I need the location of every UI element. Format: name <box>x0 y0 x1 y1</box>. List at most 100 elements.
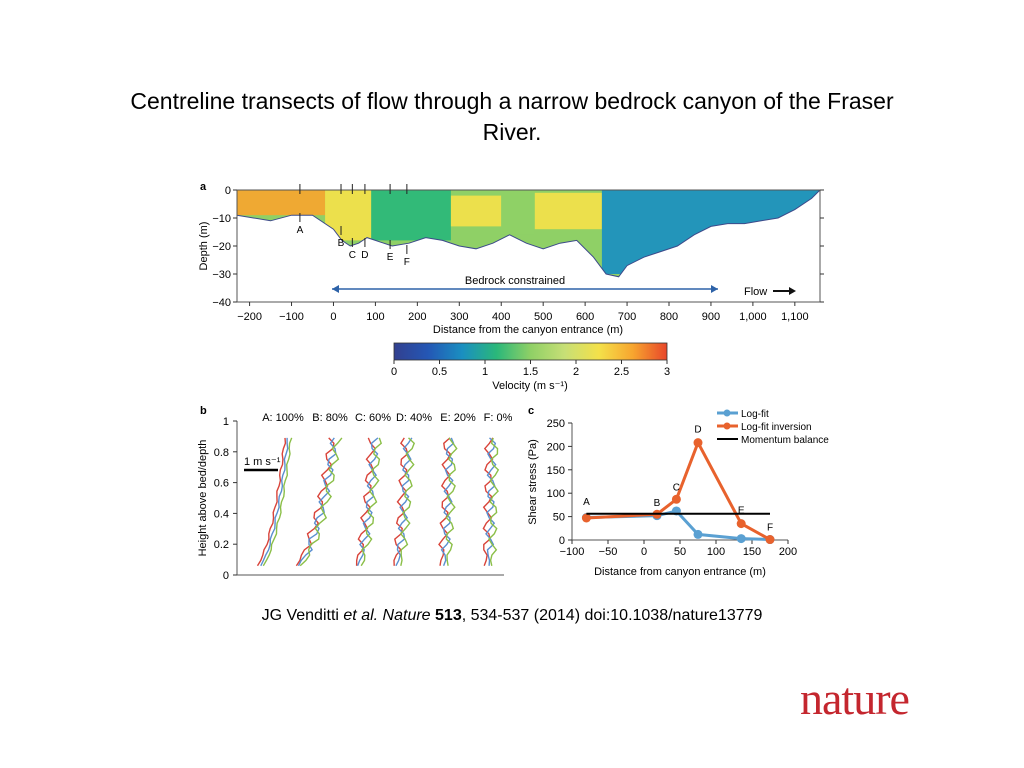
y-tick-label: −40 <box>212 297 231 309</box>
y-tick-label: 250 <box>547 418 565 430</box>
y-tick-label: 0.2 <box>214 539 229 551</box>
x-tick-label: −100 <box>279 311 304 323</box>
bedrock-arrow-left-head <box>332 285 339 293</box>
panel-c-ticks: −100 −50 0 50 100 150 200 0 50 100 150 200 250 <box>547 418 798 558</box>
bedrock-annotation: Bedrock constrained <box>332 275 718 293</box>
x-tick-label: 150 <box>743 546 761 558</box>
column-label: D: 40% <box>396 412 432 424</box>
y-tick-label: −10 <box>212 213 231 225</box>
nature-logo: nature <box>800 673 910 724</box>
panel-b-y-label: Height above bed/depth <box>197 440 209 557</box>
velocity-profile-line <box>355 437 377 566</box>
x-tick-label: 1,000 <box>739 311 767 323</box>
y-tick-label: 0 <box>225 185 231 197</box>
legend-label: Momentum balance <box>741 435 829 446</box>
y-tick-label: 0.6 <box>214 478 229 490</box>
citation-journal: et al. Nature <box>343 607 431 624</box>
y-tick-label: 1 <box>223 416 229 428</box>
x-tick-label: 50 <box>674 546 686 558</box>
flow-arrow-head <box>789 287 796 295</box>
panel-b-label: b <box>200 405 207 417</box>
y-tick-label: 0.8 <box>214 447 229 459</box>
colorbar-bar <box>393 342 668 361</box>
point-label: A <box>583 497 590 508</box>
velocity-profile-line <box>260 437 289 567</box>
series-point <box>765 535 775 545</box>
x-tick-label: −100 <box>560 546 585 558</box>
velocity-colorbar: 0 0.5 1 1.5 2 2.5 3 Velocity (m s⁻¹) <box>391 342 670 392</box>
y-tick-label: 0 <box>223 570 229 582</box>
column-label: C: 60% <box>355 412 391 424</box>
panel-a-y-axis: 0 −10 −20 −30 −40 <box>212 185 824 309</box>
transect-label: B <box>338 238 345 249</box>
series-line <box>586 439 771 541</box>
y-tick-label: 100 <box>547 488 565 500</box>
colorbar-tick-label: 0.5 <box>432 366 447 378</box>
colorbar-tick-label: 1.5 <box>523 366 538 378</box>
transect-markers: A BC D E F <box>297 184 410 268</box>
velocity-zone <box>501 190 535 235</box>
column-label: F: 0% <box>484 412 513 424</box>
panel-a-label: a <box>200 181 207 193</box>
x-tick-label: −50 <box>599 546 618 558</box>
y-tick-label: 150 <box>547 465 565 477</box>
velocity-zone <box>371 190 451 241</box>
x-tick-label: 100 <box>707 546 725 558</box>
velocity-profile-line <box>299 437 343 567</box>
panel-a-y-label: Depth (m) <box>198 222 210 271</box>
colorbar-label: Velocity (m s⁻¹) <box>492 380 567 392</box>
velocity-profile-line <box>295 437 335 567</box>
x-tick-label: 500 <box>534 311 552 323</box>
x-tick-label: 700 <box>618 311 636 323</box>
velocity-zone <box>325 190 372 241</box>
transect-label: A <box>297 225 304 236</box>
y-tick-label: 50 <box>553 512 565 524</box>
x-tick-label: 100 <box>366 311 384 323</box>
x-tick-label: 0 <box>330 311 336 323</box>
legend-marker <box>723 422 731 430</box>
x-tick-label: 200 <box>779 546 797 558</box>
velocity-profile-line <box>445 437 458 566</box>
colorbar-tick-label: 2.5 <box>614 366 629 378</box>
velocity-zone <box>534 192 602 230</box>
shear-stress-series: A B C D E F <box>581 425 775 545</box>
legend-label: Log-fit <box>741 409 769 420</box>
column-label: A: 100% <box>262 412 304 424</box>
panel-b-y-axis: 0 0.2 0.4 0.6 0.8 1 <box>214 416 237 582</box>
colorbar-tick-label: 3 <box>664 366 670 378</box>
citation: JG Venditti et al. Nature 513, 534-537 (… <box>0 607 1024 625</box>
velocity-profile-line <box>399 437 416 566</box>
panel-c: c −100 −50 0 50 100 150 200 0 50 100 150 200 250 Dis… <box>527 405 829 578</box>
point-label: D <box>694 425 701 436</box>
transect-label: E <box>387 252 394 263</box>
velocity-profile-line <box>395 437 413 567</box>
citation-authors: JG Venditti <box>261 607 344 624</box>
velocity-profile-line <box>488 437 500 566</box>
point-label: E <box>738 506 745 517</box>
x-tick-label: 400 <box>492 311 510 323</box>
column-label: E: 20% <box>440 412 476 424</box>
figure: a −200 −100 0 100 200 300 400 500 600 700 800 900 1,… <box>197 181 829 582</box>
series-point <box>693 438 703 448</box>
series-point <box>736 519 746 529</box>
velocity-zone <box>450 195 502 227</box>
series-point <box>671 494 681 504</box>
velocity-profile-line <box>262 437 293 567</box>
y-tick-label: 200 <box>547 441 565 453</box>
column-label: B: 80% <box>312 412 348 424</box>
y-tick-label: 0.4 <box>214 508 229 520</box>
panel-c-y-label: Shear stress (Pa) <box>527 439 539 525</box>
series-point <box>736 534 746 544</box>
velocity-profile-line <box>482 437 494 567</box>
panel-c-label: c <box>528 405 534 417</box>
x-tick-label: 800 <box>660 311 678 323</box>
panel-a: a −200 −100 0 100 200 300 400 500 600 700 800 900 1,… <box>198 181 824 392</box>
colorbar-ticks: 0 0.5 1 1.5 2 2.5 3 <box>391 360 670 378</box>
x-tick-label: 1,100 <box>781 311 809 323</box>
panel-a-x-axis: −200 −100 0 100 200 300 400 500 600 700 800 900 1,00… <box>237 302 809 323</box>
flow-annotation: Flow <box>744 286 796 298</box>
legend-label: Log-fit inversion <box>741 422 812 433</box>
scale-bar: 1 m s⁻¹ <box>244 456 281 472</box>
x-tick-label: 600 <box>576 311 594 323</box>
velocity-profile-line <box>356 437 379 567</box>
